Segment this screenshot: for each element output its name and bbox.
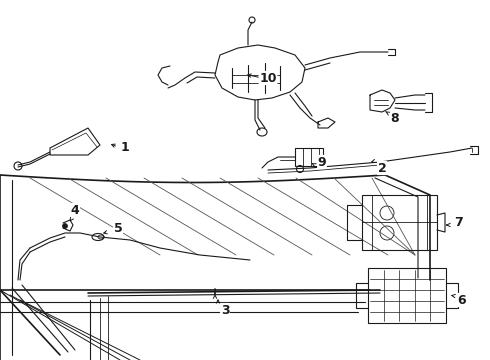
Text: 5: 5: [114, 221, 122, 234]
Text: 1: 1: [121, 140, 129, 153]
Bar: [295, 148, 323, 166]
Circle shape: [63, 224, 68, 229]
Text: 6: 6: [458, 293, 466, 306]
Text: 9: 9: [318, 156, 326, 168]
Text: 3: 3: [220, 303, 229, 316]
Text: 4: 4: [71, 203, 79, 216]
Text: 2: 2: [378, 162, 387, 175]
Text: 10: 10: [259, 72, 277, 85]
Text: 7: 7: [454, 216, 463, 229]
Bar: [368, 268, 446, 323]
Text: 8: 8: [391, 112, 399, 125]
Bar: [362, 195, 437, 250]
